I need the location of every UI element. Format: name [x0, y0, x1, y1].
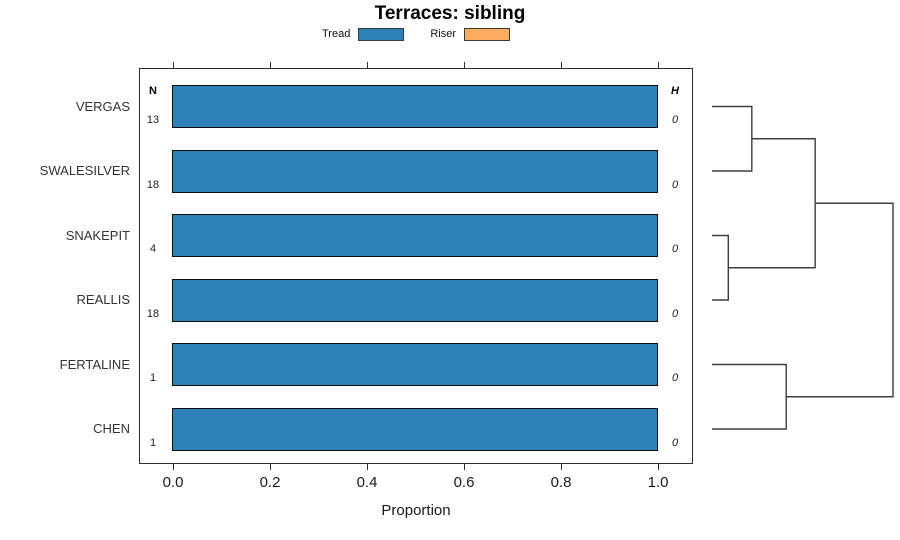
legend: Tread Riser — [139, 26, 693, 42]
bar-segment-tread — [172, 85, 658, 128]
h-value: 0 — [671, 307, 679, 320]
x-tick-top — [366, 62, 368, 68]
n-value: 1 — [149, 436, 157, 449]
bar-segment-tread — [172, 407, 658, 451]
x-tick-bottom — [172, 464, 174, 470]
h-value: 0 — [671, 178, 679, 191]
x-tick-bottom — [269, 464, 271, 470]
x-tick-top — [172, 62, 174, 68]
h-value: 0 — [671, 243, 679, 255]
x-tick-label: 0.0 — [162, 474, 184, 491]
row-label: FERTALINE — [59, 356, 130, 372]
x-tick-bottom — [463, 464, 465, 470]
x-tick-top — [560, 62, 562, 68]
bar-segment-tread — [172, 149, 658, 193]
h-value: 0 — [671, 114, 679, 126]
x-tick-label: 0.6 — [453, 474, 475, 491]
x-tick-top — [269, 62, 271, 68]
h-column-header: H — [671, 85, 679, 97]
n-value: 4 — [149, 243, 157, 255]
x-tick-bottom — [366, 464, 368, 470]
row-label: SWALESILVER — [39, 163, 130, 178]
legend-swatch-riser-icon — [464, 27, 510, 41]
x-tick-top — [463, 62, 465, 68]
n-value: 18 — [146, 178, 160, 191]
x-tick-bottom — [560, 464, 562, 470]
legend-swatch-tread-icon — [358, 27, 405, 41]
x-tick-bottom — [657, 464, 659, 470]
chart-title: Terraces: sibling — [374, 3, 526, 24]
x-tick-label: 0.4 — [356, 474, 378, 491]
x-tick-label: 0.2 — [259, 474, 281, 491]
n-value: 18 — [146, 307, 160, 320]
row-label: REALLIS — [76, 292, 130, 307]
row-label: VERGAS — [75, 98, 130, 114]
x-tick-label: 1.0 — [647, 474, 669, 491]
dendrogram-links — [712, 105, 894, 430]
n-value: 13 — [146, 114, 160, 126]
row-label: SNAKEPIT — [65, 227, 130, 243]
legend-label-tread: Tread — [322, 28, 351, 40]
legend-item-tread: Tread — [322, 27, 405, 41]
bar-segment-tread — [172, 343, 658, 386]
x-axis-title: Proportion — [381, 502, 451, 519]
plot-area — [139, 68, 693, 464]
x-tick-top — [657, 62, 659, 68]
legend-item-riser: Riser — [430, 27, 510, 41]
legend-label-riser: Riser — [430, 28, 456, 40]
row-label: CHEN — [93, 421, 130, 436]
n-column-header: N — [149, 85, 157, 97]
x-tick-label: 0.8 — [550, 474, 572, 491]
bar-segment-tread — [172, 214, 658, 257]
h-value: 0 — [671, 436, 679, 449]
n-value: 1 — [149, 372, 157, 384]
h-value: 0 — [671, 372, 679, 384]
bar-segment-tread — [172, 278, 658, 322]
